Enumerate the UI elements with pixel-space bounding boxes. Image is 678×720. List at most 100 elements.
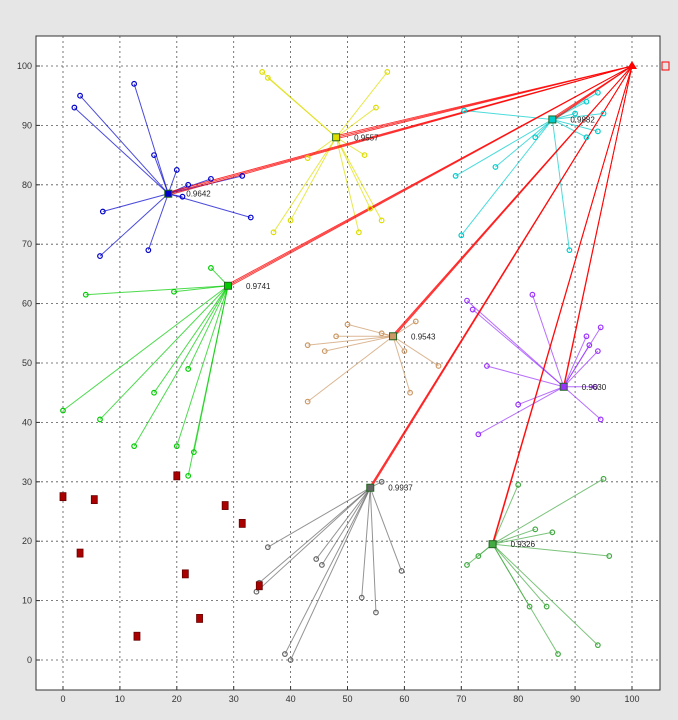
head-to-sink-link xyxy=(563,65,633,389)
cluster-head-label: 0.9543 xyxy=(411,332,436,341)
member-link xyxy=(552,92,599,120)
member-node xyxy=(264,544,271,551)
y-tick-label: 100 xyxy=(17,61,32,71)
cluster-head-node xyxy=(389,332,398,341)
member-node xyxy=(71,104,78,111)
member-node xyxy=(435,363,442,369)
x-tick-label: 10 xyxy=(115,694,125,704)
member-node xyxy=(464,297,470,304)
member-link xyxy=(62,285,229,411)
cluster-head-label: 0.9642 xyxy=(186,190,211,199)
member-node xyxy=(185,366,192,372)
member-node xyxy=(318,562,325,568)
cluster-head-node xyxy=(164,189,173,198)
member-link xyxy=(492,478,604,545)
cluster-head-label: 0.9326 xyxy=(511,540,536,549)
cluster-head-label: 0.9882 xyxy=(570,115,595,124)
member-node xyxy=(594,642,601,649)
sensor-nodes xyxy=(59,61,670,663)
member-node xyxy=(185,181,192,188)
member-link xyxy=(284,487,371,655)
member-node xyxy=(583,333,590,340)
head-to-sink-link xyxy=(552,65,633,122)
member-link xyxy=(321,487,371,566)
member-link xyxy=(472,309,565,388)
isolated-node xyxy=(59,492,67,502)
sink-marker xyxy=(661,61,670,71)
member-node xyxy=(597,416,604,423)
member-link xyxy=(153,154,169,194)
head-to-sink-link xyxy=(168,65,633,196)
member-node xyxy=(358,594,365,601)
y-tick-label: 60 xyxy=(22,299,32,309)
member-node xyxy=(452,172,459,179)
member-node xyxy=(82,291,89,298)
member-link xyxy=(563,327,602,388)
member-node xyxy=(549,529,556,536)
member-link xyxy=(99,193,169,257)
x-tick-label: 50 xyxy=(342,694,352,704)
member-link xyxy=(187,285,229,476)
member-link xyxy=(369,487,377,613)
member-link xyxy=(335,71,388,138)
member-node xyxy=(532,526,539,533)
member-link xyxy=(466,300,565,388)
member-link xyxy=(492,543,610,557)
member-node xyxy=(367,205,374,212)
cluster-head-node xyxy=(332,133,341,142)
isolated-node xyxy=(133,631,141,641)
isolated-node xyxy=(90,495,98,505)
head-to-sink-link xyxy=(492,65,633,546)
member-link xyxy=(74,107,169,195)
member-node xyxy=(373,104,379,111)
x-tick-label: 30 xyxy=(229,694,239,704)
member-node xyxy=(151,152,157,159)
member-node xyxy=(401,348,408,355)
member-link xyxy=(563,336,587,387)
member-link xyxy=(335,107,377,138)
cluster-links xyxy=(62,71,610,661)
member-link xyxy=(492,528,536,545)
member-link xyxy=(176,285,229,447)
member-node xyxy=(475,553,482,559)
isolated-node xyxy=(173,471,181,481)
member-node xyxy=(378,478,385,485)
member-node xyxy=(594,348,601,355)
y-tick-label: 50 xyxy=(22,358,32,368)
member-link xyxy=(79,95,169,195)
member-link xyxy=(552,118,598,132)
data-labels: 0.9642 0.9557 0.9882 0.9741 0.9543 0.9630 0.99… xyxy=(186,115,606,549)
isolated-node xyxy=(255,581,263,591)
member-node xyxy=(597,324,604,331)
cluster-head-label: 0.9937 xyxy=(388,484,413,493)
sink-node xyxy=(627,61,637,69)
cluster-head-label: 0.9557 xyxy=(354,133,379,142)
y-tick-label: 80 xyxy=(22,180,32,190)
member-link xyxy=(153,285,229,393)
cluster-head-node xyxy=(559,382,568,391)
member-node xyxy=(179,193,186,200)
isolated-node xyxy=(221,501,229,510)
x-tick-label: 70 xyxy=(456,694,466,704)
member-node xyxy=(333,333,340,340)
x-tick-label: 0 xyxy=(60,694,65,704)
member-node xyxy=(60,407,66,414)
member-link xyxy=(267,77,337,138)
member-node xyxy=(515,401,522,408)
member-link xyxy=(335,137,371,209)
member-link xyxy=(168,193,251,218)
member-node xyxy=(475,431,482,438)
member-node xyxy=(77,92,83,99)
member-node xyxy=(208,175,214,182)
member-node xyxy=(97,253,103,259)
cluster-head-node xyxy=(366,483,375,492)
x-tick-label: 20 xyxy=(172,694,182,704)
member-node xyxy=(185,472,192,479)
member-link xyxy=(552,113,604,120)
grid-lines xyxy=(36,36,660,690)
member-node xyxy=(304,155,311,161)
member-link xyxy=(133,285,229,447)
member-node xyxy=(131,80,138,87)
member-node xyxy=(398,568,405,574)
member-link xyxy=(369,487,403,572)
